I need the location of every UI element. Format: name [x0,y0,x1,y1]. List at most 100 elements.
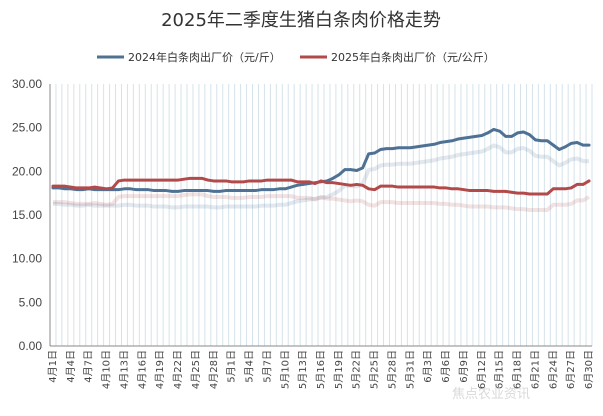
series-1-point [337,182,341,185]
x-tick-label: 5月31日 [404,350,416,389]
series-1-point [289,178,293,182]
y-tick-label: 25.00 [12,121,42,135]
x-tick-label: 5月19日 [333,350,345,389]
y-tick-label: 20.00 [12,164,42,178]
series-0-point [510,135,513,138]
series-1-point [456,187,460,191]
series-1-point [266,178,269,182]
series-1-point [414,185,418,189]
x-tick-label: 6月24日 [547,350,559,389]
series-0-point [379,148,382,151]
series-1-point [510,190,513,194]
x-tick-label: 5月1日 [226,350,238,383]
series-0-point [301,183,305,186]
series-0-point [367,152,370,156]
series-0-point [188,189,192,192]
series-1-point [51,184,55,188]
series-1-point [248,179,251,183]
series-0-point [236,189,239,192]
series-1-point [403,185,406,189]
series-0-point [528,133,531,136]
series-1-point [295,180,299,184]
series-0-point [242,189,245,192]
x-tick-label: 6月3日 [422,350,434,383]
series-0-point [224,189,228,192]
series-0-point [546,139,549,143]
x-tick-label: 6月27日 [565,350,577,389]
series-1-point [319,179,323,183]
series-1-point [325,181,329,184]
grid-layer [49,84,593,346]
x-tick-label: 6月12日 [476,350,488,389]
series-0-point [170,190,174,193]
series-0-point [414,145,418,149]
series-1-point [170,178,174,182]
series-0-point [146,188,150,191]
series-0-point [420,144,424,148]
series-0-point [343,168,347,171]
series-0-point [587,143,591,147]
series-0-point [557,148,561,151]
series-1-point [557,187,561,191]
series-1-point [81,186,85,190]
x-tick-label: 5月13日 [297,350,309,389]
series-1-point [230,180,233,184]
series-0-point [522,130,525,134]
series-1-point [498,190,501,193]
x-tick-label: 4月4日 [65,350,77,383]
x-tick-label: 5月25日 [369,350,381,389]
series-0-point [283,187,287,191]
series-0-point [123,187,126,191]
series-1-point [188,177,192,180]
series-1-point [200,177,204,180]
y-tick-label: 10.00 [12,252,42,266]
series-layer [51,127,591,213]
series-0-point [266,188,269,191]
series-0-point [385,147,388,150]
y-tick-label: 5.00 [19,295,43,309]
series-0-point [141,188,144,191]
series-0-point [551,143,555,147]
series-0-point [355,169,359,172]
series-0-point [575,141,579,144]
series-1-point [111,186,114,190]
series-0-point [117,188,120,191]
series-0-point [504,135,507,138]
series-0-point [278,187,281,191]
y-tick-label: 30.00 [12,77,42,91]
series-1-point [194,177,198,180]
series-0-point [135,188,138,191]
series-0-point [516,131,519,135]
x-tick-label: 4月22日 [172,350,184,389]
legend-label-2025: 2025年白条肉出厂价（元/公斤） [331,50,495,64]
series-1-point [474,189,478,192]
series-0-point [331,177,335,180]
series-1-point [504,190,507,193]
series-1-point [587,179,591,183]
series-0-point [182,189,186,192]
series-1-point [158,178,162,182]
series-1-point [581,183,585,186]
series-1-point [528,192,531,196]
series-1-point [444,186,448,190]
series-1-point [99,186,102,190]
series-1-point [462,188,466,191]
series-1-point [409,185,412,189]
series-1-point [546,192,549,196]
series-1-point [569,186,573,190]
x-tick-label: 6月21日 [529,350,541,389]
series-0-point [176,190,180,193]
series-1-point [420,185,424,189]
x-tick-label: 6月6日 [440,350,452,383]
series-0-point [63,187,67,191]
series-0-point [486,131,490,135]
series-1-shadow [52,192,591,213]
series-1-point [307,180,311,184]
series-1-point [563,187,567,191]
series-0-point [218,190,222,193]
series-0-point [349,168,353,171]
x-tick-label: 6月30日 [583,350,595,389]
series-0-point [373,151,376,155]
series-1-point [129,178,132,182]
